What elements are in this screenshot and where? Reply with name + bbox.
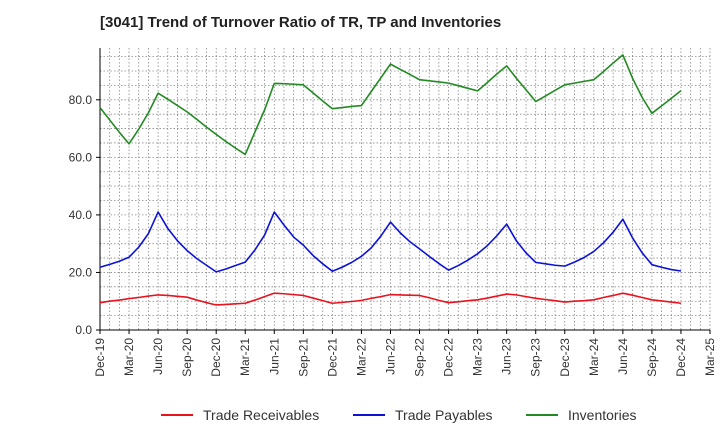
legend-label-inventories: Inventories bbox=[568, 407, 637, 423]
y-tick-label: 60.0 bbox=[69, 150, 93, 164]
x-tick-label: Mar-22 bbox=[354, 338, 368, 376]
legend-label-trade-receivables: Trade Receivables bbox=[203, 407, 320, 423]
x-tick-label: Dec-23 bbox=[558, 338, 572, 377]
legend-label-trade-payables: Trade Payables bbox=[395, 407, 493, 423]
x-tick-label: Mar-21 bbox=[238, 338, 252, 376]
legend-item-trade-receivables: Trade Receivables bbox=[161, 404, 319, 426]
x-tick-label: Sep-21 bbox=[296, 338, 310, 377]
legend-swatch-trade-payables bbox=[353, 414, 385, 416]
legend-swatch-inventories bbox=[526, 414, 558, 416]
x-tick-label: Mar-23 bbox=[471, 338, 485, 376]
x-tick-label: Jun-21 bbox=[267, 338, 281, 375]
x-tick-label: Sep-22 bbox=[413, 338, 427, 377]
x-tick-label: Mar-20 bbox=[122, 338, 136, 376]
x-tick-label: Sep-24 bbox=[645, 338, 659, 377]
x-tick-label: Mar-25 bbox=[703, 338, 717, 376]
x-tick-label: Sep-20 bbox=[180, 338, 194, 377]
series-lines bbox=[99, 54, 682, 306]
y-tick-labels: 0.0 20.0 40.0 60.0 80.0 bbox=[69, 93, 93, 337]
y-tick-label: 20.0 bbox=[69, 265, 93, 279]
y-tick-label: 40.0 bbox=[69, 208, 93, 222]
legend-item-trade-payables: Trade Payables bbox=[353, 404, 493, 426]
x-tick-label: Sep-23 bbox=[529, 338, 543, 377]
x-tick-label: Dec-22 bbox=[442, 338, 456, 377]
series-line-trade-receivables bbox=[99, 292, 682, 306]
series-line-trade-payables bbox=[99, 211, 682, 273]
legend: Trade Receivables Trade Payables Invento… bbox=[0, 404, 720, 426]
x-tick-label: Jun-24 bbox=[616, 338, 630, 375]
x-tick-label: Jun-22 bbox=[383, 338, 397, 375]
x-tick-label: Dec-24 bbox=[674, 338, 688, 377]
x-tick-label: Jun-20 bbox=[151, 338, 165, 375]
legend-swatch-trade-receivables bbox=[161, 414, 193, 416]
x-tick-label: Dec-21 bbox=[325, 338, 339, 377]
y-tick-label: 0.0 bbox=[75, 323, 92, 337]
chart-title: [3041] Trend of Turnover Ratio of TR, TP… bbox=[100, 14, 502, 31]
series-line-inventories bbox=[99, 54, 682, 156]
x-tick-label: Jun-23 bbox=[500, 338, 514, 375]
x-tick-label: Dec-19 bbox=[93, 338, 107, 377]
axes bbox=[96, 48, 711, 334]
legend-item-inventories: Inventories bbox=[526, 404, 636, 426]
y-tick-label: 80.0 bbox=[69, 93, 93, 107]
x-tick-labels: Dec-19 Mar-20 Jun-20 Sep-20 Dec-20 Mar-21 Jun-… bbox=[93, 338, 717, 377]
x-tick-label: Mar-24 bbox=[587, 338, 601, 376]
grid-lines bbox=[99, 48, 711, 331]
x-tick-label: Dec-20 bbox=[209, 338, 223, 377]
